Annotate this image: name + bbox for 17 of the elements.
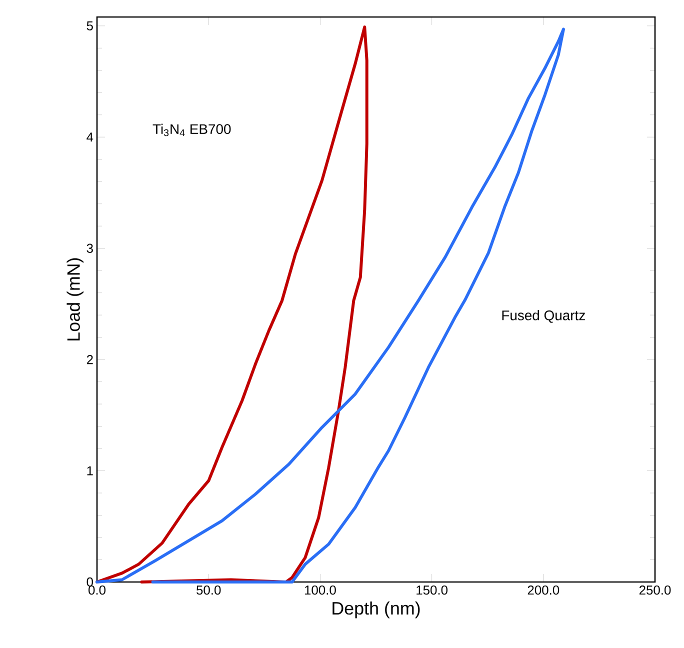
y-tick-label: 2: [86, 355, 93, 364]
x-axis-title: Depth (nm): [332, 602, 420, 618]
line-series: [96, 25, 368, 584]
x-tick-label: 250.0: [639, 586, 671, 595]
x-tick-label: 150.0: [416, 586, 448, 595]
x-tick-label: 100.0: [304, 586, 336, 595]
y-tick-label: 0: [86, 577, 93, 587]
x-tick-label: 0.0: [88, 586, 106, 595]
y-tick-label: 5: [86, 21, 93, 30]
y-tick-label: 1: [87, 466, 93, 476]
x-tick-label: 50.0: [196, 586, 221, 595]
x-tick-label: 200.0: [528, 586, 560, 595]
y-axis-title: Load (mN): [66, 258, 84, 340]
annotation: Ti$_{3}$N$_{4}$ EB700: [152, 124, 231, 136]
y-tick-label: 4: [86, 132, 94, 142]
annotation: Fused Quartz: [502, 310, 585, 323]
y-tick-label: 3: [86, 244, 93, 253]
